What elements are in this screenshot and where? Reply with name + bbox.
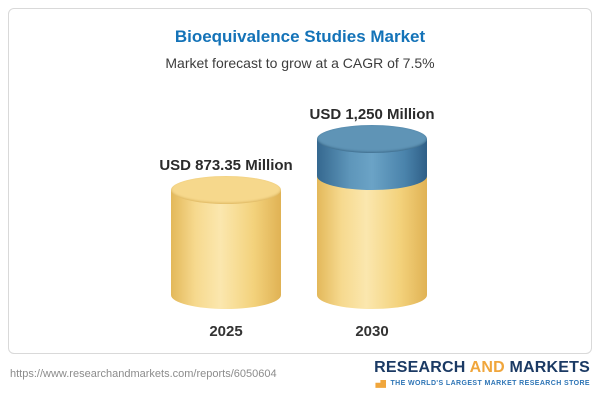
logo-word-research: RESEARCH bbox=[374, 359, 466, 377]
year-label-2025: 2025 bbox=[209, 323, 243, 340]
chart-title: Bioequivalence Studies Market bbox=[174, 27, 426, 46]
growth-segment bbox=[317, 125, 427, 190]
year-label-2030: 2030 bbox=[355, 323, 389, 340]
brand-logo: RESEARCH AND MARKETS THE WORLD'S LARGEST… bbox=[374, 359, 590, 388]
value-label-2030: USD 1,250 Million bbox=[309, 106, 435, 123]
bar-group-2030: USD 1,250 Million 2030 bbox=[309, 106, 434, 341]
source-url: https://www.researchandmarkets.com/repor… bbox=[10, 368, 277, 380]
bar-group-2025: USD 873.35 Million 2025 bbox=[159, 157, 292, 341]
cylinder-top-2030 bbox=[317, 125, 427, 153]
chart-card: Bioequivalence Studies Market Market for… bbox=[8, 8, 592, 354]
logo-word-markets: MARKETS bbox=[509, 359, 590, 377]
value-label-2025: USD 873.35 Million bbox=[159, 157, 293, 174]
base-segment-2025 bbox=[171, 176, 281, 309]
logo-tagline-row: THE WORLD'S LARGEST MARKET RESEARCH STOR… bbox=[374, 379, 590, 388]
cylinder-2025 bbox=[171, 176, 281, 309]
logo-mark-icon bbox=[375, 379, 387, 388]
logo-text: RESEARCH AND MARKETS bbox=[374, 359, 590, 377]
chart-subtitle: Market forecast to grow at a CAGR of 7.5… bbox=[165, 55, 435, 71]
base-segment-2030 bbox=[317, 176, 427, 309]
logo-word-and: AND bbox=[469, 359, 505, 377]
footer: https://www.researchandmarkets.com/repor… bbox=[0, 354, 600, 394]
cylinder-top-2025 bbox=[171, 176, 281, 204]
cylinder-2030 bbox=[317, 125, 427, 309]
logo-tagline: THE WORLD'S LARGEST MARKET RESEARCH STOR… bbox=[390, 380, 590, 388]
